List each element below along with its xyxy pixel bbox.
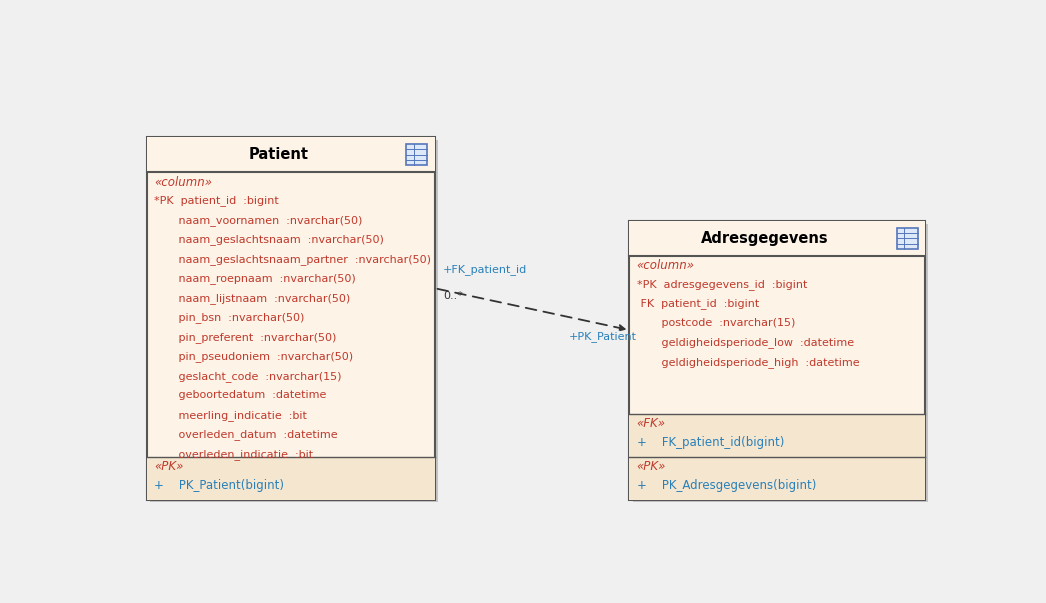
FancyBboxPatch shape (630, 414, 925, 457)
FancyBboxPatch shape (146, 137, 435, 499)
FancyBboxPatch shape (146, 137, 435, 172)
FancyBboxPatch shape (630, 221, 925, 256)
Text: +    PK_Adresgegevens(bigint): + PK_Adresgegevens(bigint) (637, 479, 816, 492)
Text: Patient: Patient (249, 147, 309, 162)
FancyBboxPatch shape (151, 140, 438, 502)
Text: naam_roepnaam  :nvarchar(50): naam_roepnaam :nvarchar(50) (154, 273, 356, 284)
Text: postcode  :nvarchar(15): postcode :nvarchar(15) (637, 318, 795, 328)
Text: «FK»: «FK» (637, 417, 665, 430)
Text: naam_geslachtsnaam_partner  :nvarchar(50): naam_geslachtsnaam_partner :nvarchar(50) (154, 254, 431, 265)
Text: *PK  adresgegevens_id  :bigint: *PK adresgegevens_id :bigint (637, 279, 806, 290)
FancyBboxPatch shape (406, 144, 428, 165)
Text: +    FK_patient_id(bigint): + FK_patient_id(bigint) (637, 437, 783, 449)
Text: +FK_patient_id: +FK_patient_id (442, 264, 527, 275)
FancyBboxPatch shape (896, 228, 918, 249)
Text: «PK»: «PK» (154, 459, 184, 473)
Text: «column»: «column» (637, 259, 695, 273)
Text: «column»: «column» (154, 176, 212, 189)
Text: geslacht_code  :nvarchar(15): geslacht_code :nvarchar(15) (154, 371, 342, 382)
Text: geboortedatum  :datetime: geboortedatum :datetime (154, 390, 326, 400)
Text: naam_lijstnaam  :nvarchar(50): naam_lijstnaam :nvarchar(50) (154, 293, 350, 304)
FancyBboxPatch shape (630, 457, 925, 499)
Text: 0..*: 0..* (442, 291, 462, 300)
Text: pin_preferent  :nvarchar(50): pin_preferent :nvarchar(50) (154, 332, 337, 343)
FancyBboxPatch shape (146, 457, 435, 499)
Text: geldigheidsperiode_low  :datetime: geldigheidsperiode_low :datetime (637, 338, 854, 349)
Text: +    PK_Patient(bigint): + PK_Patient(bigint) (154, 479, 285, 492)
Text: *PK  patient_id  :bigint: *PK patient_id :bigint (154, 195, 279, 206)
Text: meerling_indicatie  :bit: meerling_indicatie :bit (154, 410, 308, 421)
FancyBboxPatch shape (630, 221, 925, 499)
Text: naam_voornamen  :nvarchar(50): naam_voornamen :nvarchar(50) (154, 215, 363, 226)
Text: overleden_indicatie  :bit: overleden_indicatie :bit (154, 449, 314, 460)
Text: geldigheidsperiode_high  :datetime: geldigheidsperiode_high :datetime (637, 357, 859, 368)
Text: +PK_Patient: +PK_Patient (569, 331, 637, 342)
FancyBboxPatch shape (633, 224, 929, 502)
Text: Adresgegevens: Adresgegevens (701, 231, 828, 246)
Text: naam_geslachtsnaam  :nvarchar(50): naam_geslachtsnaam :nvarchar(50) (154, 235, 384, 245)
Text: pin_pseudoniem  :nvarchar(50): pin_pseudoniem :nvarchar(50) (154, 352, 354, 362)
Text: pin_bsn  :nvarchar(50): pin_bsn :nvarchar(50) (154, 312, 304, 323)
Text: «PK»: «PK» (637, 459, 666, 473)
Text: FK  patient_id  :bigint: FK patient_id :bigint (637, 298, 758, 309)
Text: overleden_datum  :datetime: overleden_datum :datetime (154, 429, 338, 440)
